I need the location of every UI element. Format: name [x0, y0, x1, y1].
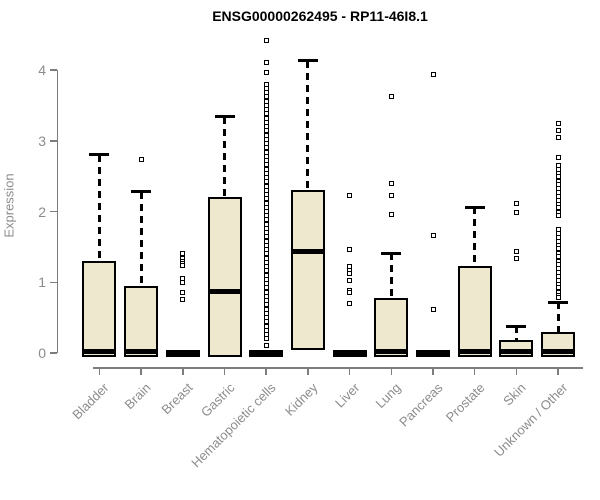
whisker-Gastric	[223, 116, 226, 197]
box-Gastric	[207, 196, 242, 357]
outlier-point	[388, 93, 394, 99]
y-tick	[50, 352, 57, 354]
outlier-point	[263, 60, 269, 66]
outlier-point	[180, 263, 186, 269]
median-Liver	[332, 349, 367, 355]
y-tick-label: 1	[38, 274, 46, 291]
y-tick	[50, 281, 57, 283]
x-tick	[515, 368, 518, 375]
whisker-Kidney	[306, 60, 310, 191]
outlier-point	[513, 249, 519, 255]
outlier-point	[347, 192, 353, 198]
y-tick	[50, 210, 57, 213]
whisker-cap-Unknown / Other	[548, 300, 569, 304]
x-axis-line	[93, 367, 583, 369]
box-Lung	[374, 297, 409, 357]
whisker-Brain	[139, 191, 143, 286]
outlier-point	[388, 181, 394, 187]
outlier-point	[347, 290, 353, 296]
y-tick-label: 2	[38, 203, 46, 220]
outlier-point	[430, 71, 436, 77]
whisker-cap-Skin	[506, 324, 527, 328]
whisker-Lung	[389, 253, 393, 298]
outlier-point	[555, 154, 561, 160]
whisker-cap-Lung	[381, 251, 402, 255]
whisker-Prostate	[473, 207, 477, 266]
box-Brain	[124, 285, 159, 357]
outlier-point	[138, 157, 144, 163]
x-tick	[348, 368, 351, 375]
x-tick	[265, 368, 267, 375]
x-tick	[223, 368, 226, 375]
x-tick	[432, 368, 434, 375]
outlier-point	[555, 213, 561, 219]
outlier-point	[513, 200, 519, 206]
whisker-Unknown / Other	[556, 302, 560, 333]
outlier-point	[555, 295, 561, 301]
outlier-point	[347, 247, 353, 253]
outlier-point	[180, 250, 186, 256]
y-tick-label: 3	[38, 132, 46, 149]
x-tick	[390, 368, 393, 375]
median-Hematopoietic cells	[249, 349, 284, 355]
outlier-point	[388, 193, 394, 199]
median-Gastric	[207, 288, 242, 294]
median-Kidney	[290, 248, 325, 254]
outlier-point	[347, 300, 353, 306]
y-axis-line	[56, 70, 58, 353]
outlier-point	[263, 336, 269, 342]
x-tick	[307, 368, 309, 375]
y-tick	[50, 140, 57, 142]
box-Prostate	[457, 265, 492, 357]
whisker-Skin	[514, 326, 518, 340]
median-Skin	[499, 349, 534, 355]
median-Bladder	[82, 349, 117, 355]
outlier-point	[555, 134, 561, 140]
whisker-cap-Bladder	[89, 153, 110, 157]
median-Breast	[165, 349, 200, 355]
median-Unknown / Other	[541, 349, 576, 355]
outlier-point	[263, 70, 269, 76]
outlier-point	[555, 120, 561, 126]
outlier-point	[430, 233, 436, 239]
outlier-point	[347, 270, 353, 276]
median-Pancreas	[416, 349, 450, 355]
chart-title: ENSG00000262495 - RP11-46I8.1	[212, 8, 428, 24]
box-Unknown / Other	[541, 332, 576, 357]
y-tick	[50, 69, 57, 71]
median-Lung	[374, 349, 409, 355]
whisker-cap-Prostate	[464, 205, 485, 209]
median-Prostate	[457, 349, 492, 355]
outlier-point	[180, 296, 186, 302]
x-tick	[473, 368, 476, 375]
outlier-point	[263, 38, 269, 44]
x-tick	[182, 368, 184, 375]
outlier-point	[263, 343, 269, 349]
median-Brain	[124, 349, 159, 355]
x-tick	[140, 368, 142, 375]
outlier-point	[180, 289, 186, 295]
x-tick	[557, 368, 559, 375]
outlier-point	[513, 210, 519, 216]
whisker-cap-Kidney	[297, 59, 318, 63]
outlier-point	[430, 306, 436, 312]
whisker-cap-Brain	[131, 190, 152, 194]
outlier-point	[180, 279, 186, 285]
box-Bladder	[82, 261, 117, 357]
outlier-point	[388, 211, 394, 217]
box-Kidney	[290, 190, 325, 350]
y-tick-label: 4	[38, 62, 46, 78]
y-tick-label: 0	[38, 345, 46, 361]
whisker-cap-Gastric	[214, 115, 235, 119]
x-tick	[98, 368, 101, 375]
outlier-point	[555, 128, 561, 134]
whisker-Bladder	[97, 154, 101, 262]
outlier-point	[513, 255, 519, 261]
outlier-point	[347, 277, 353, 283]
